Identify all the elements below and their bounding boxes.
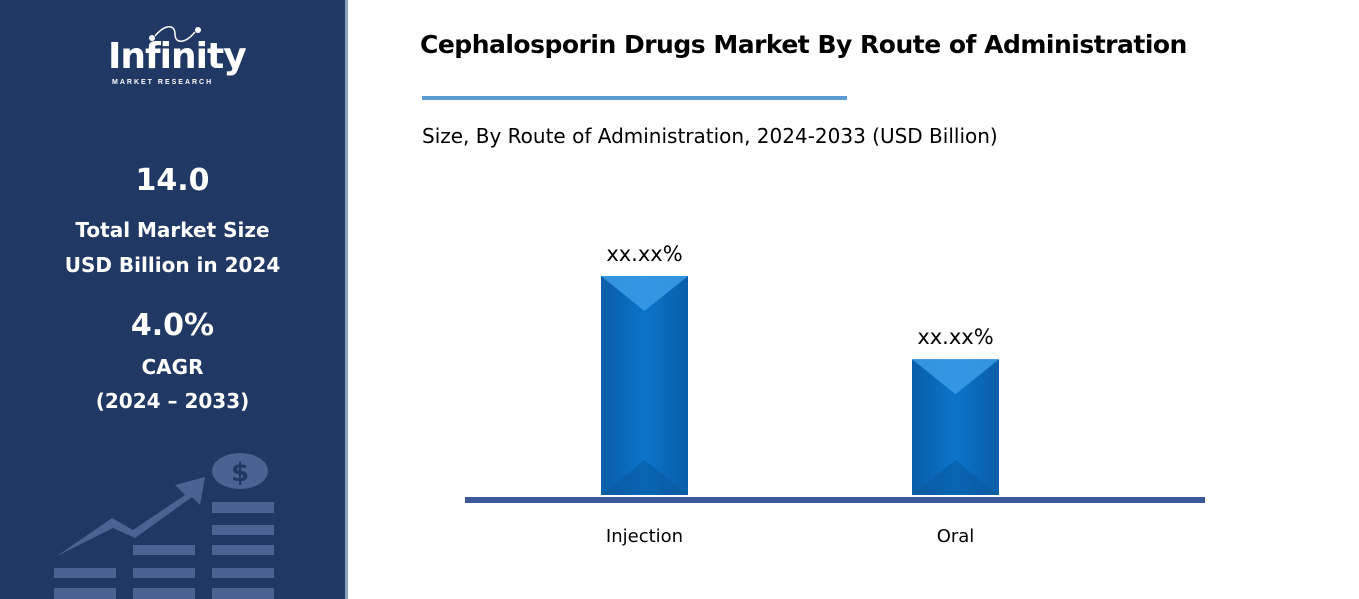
- chart-subtitle: Size, By Route of Administration, 2024-2…: [422, 124, 998, 148]
- x-tick-label: Injection: [606, 526, 683, 547]
- x-tick-label: Oral: [937, 526, 975, 547]
- bar-injection: [601, 276, 688, 495]
- data-label: xx.xx%: [606, 242, 682, 266]
- bar-bevel: [912, 460, 999, 495]
- bar-bevel: [912, 359, 999, 395]
- title-underline: [422, 96, 847, 100]
- cagr-label: CAGR: [141, 355, 204, 379]
- chart-title: Cephalosporin Drugs Market By Route of A…: [420, 30, 1187, 59]
- logo-subtext: MARKET RESEARCH: [112, 79, 214, 86]
- logo: Infinity MARKET RESEARCH: [100, 26, 250, 88]
- market-size-label: Total Market Size: [75, 218, 270, 242]
- cagr-value: 4.0%: [130, 308, 215, 343]
- sidebar: Infinity MARKET RESEARCH 14.0 Total Mark…: [0, 0, 348, 599]
- data-label: xx.xx%: [917, 325, 993, 349]
- cagr-period: (2024 – 2033): [95, 389, 250, 413]
- market-size-unit: USD Billion in 2024: [64, 253, 281, 277]
- market-size-value: 14.0: [135, 163, 210, 198]
- logo-text: Infinity: [108, 36, 247, 77]
- growth-chart-dollar-icon: $: [54, 453, 274, 599]
- x-axis-line: [465, 497, 1205, 503]
- bar-bevel: [601, 460, 688, 495]
- bar-bevel: [601, 276, 688, 311]
- svg-text:$: $: [231, 458, 249, 488]
- logo-infinity-icon: [149, 26, 201, 42]
